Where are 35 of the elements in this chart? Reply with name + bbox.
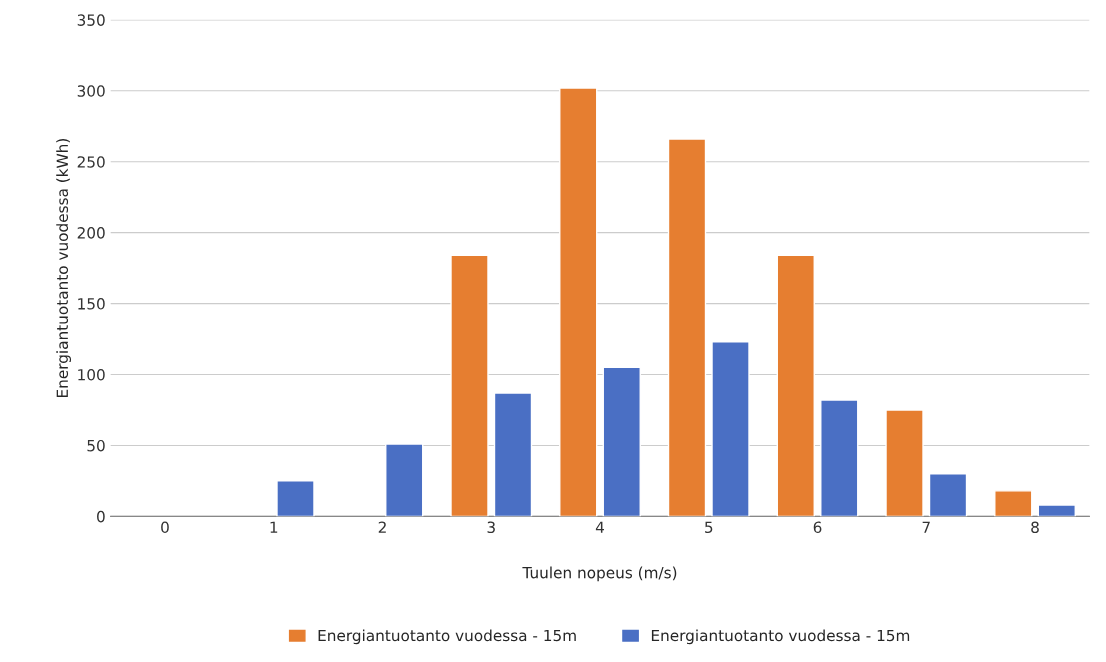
- y-tick-label: 200: [77, 227, 105, 239]
- legend-label: Energiantuotanto vuodessa - 15m: [651, 629, 910, 645]
- bar: [776, 254, 815, 517]
- x-axis-title: Tuulen nopeus (m/s): [522, 566, 677, 582]
- x-tick-label: 6: [813, 521, 822, 534]
- bar: [493, 392, 533, 517]
- y-axis-title: Energiantuotanto vuodessa (kWh): [56, 139, 72, 398]
- y-tick-label: 350: [77, 14, 105, 26]
- y-tick-label: 250: [77, 156, 105, 168]
- x-tick-label: 7: [922, 521, 930, 533]
- bar: [994, 490, 1033, 517]
- y-tick-label: 300: [77, 85, 105, 97]
- bar: [385, 443, 424, 517]
- x-tick-label: 1: [270, 521, 278, 533]
- bar: [928, 473, 968, 517]
- bar: [711, 341, 750, 517]
- bar: [559, 87, 598, 517]
- x-tick-label: 0: [161, 521, 169, 534]
- bar: [667, 138, 707, 517]
- bar: [450, 254, 489, 517]
- x-tick-label: 5: [705, 521, 713, 534]
- bar: [820, 399, 859, 517]
- y-tick-label: 150: [78, 298, 105, 310]
- x-tick-label: 4: [595, 521, 605, 533]
- y-tick-label: 100: [78, 368, 105, 381]
- bar: [885, 409, 924, 517]
- y-tick-label: 50: [87, 439, 105, 452]
- bar: [1037, 504, 1076, 517]
- x-tick-label: 2: [378, 521, 386, 533]
- x-tick-label: 8: [1031, 521, 1039, 534]
- bar: [276, 480, 315, 517]
- y-tick-label: 0: [97, 510, 105, 523]
- x-tick-label: 3: [487, 521, 495, 534]
- legend-label: Energiantuotanto vuodessa - 15m: [318, 629, 576, 645]
- bar: [602, 366, 641, 517]
